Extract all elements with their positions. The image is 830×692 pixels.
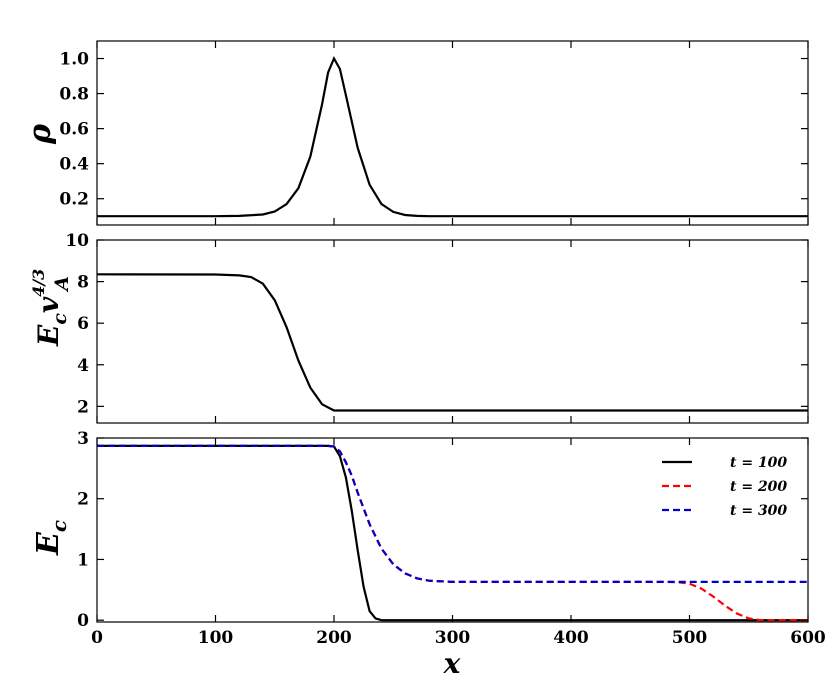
y-tick-label: 2	[77, 490, 89, 510]
series-line-0-0	[97, 56, 808, 218]
panel-ec-va: 2 4 6 8 10	[65, 231, 809, 424]
legend-label: t = 200	[730, 479, 787, 495]
x-tick-label: 500	[672, 628, 708, 648]
ylabel-e: E	[32, 324, 65, 347]
series-line-t-100	[97, 444, 808, 622]
ylabel-c: c	[49, 313, 71, 325]
x-tick-label: 400	[553, 628, 589, 648]
y-tick-label: 0.4	[59, 155, 89, 175]
legend-label: t = 300	[730, 503, 787, 519]
y-tick-label: 3	[77, 429, 89, 449]
y-tick-label: 0.2	[59, 190, 89, 210]
y-axis-label-rho: ρ	[23, 123, 58, 145]
y-tick-label: 10	[65, 231, 89, 251]
series-line-t-200	[97, 444, 808, 622]
y-tick-label: 1	[77, 550, 89, 570]
series-line-1-0	[96, 273, 808, 412]
y-tick-label: 0.8	[59, 85, 89, 105]
legend-label: t = 100	[730, 455, 787, 471]
y-tick-label: 6	[77, 314, 89, 334]
ylabel-c: c	[47, 520, 71, 532]
y-tick-label: 1.0	[59, 50, 89, 70]
ylabel-e: E	[31, 531, 66, 556]
series-line-t-300	[97, 444, 808, 583]
y-tick-label: 2	[77, 397, 89, 417]
ylabel-a: A	[51, 276, 73, 293]
plot-frame	[96, 239, 809, 424]
y-tick-label: 0.6	[59, 120, 89, 140]
ylabel-v: v	[32, 296, 65, 313]
legend: t = 100 t = 200 t = 300	[662, 455, 787, 519]
y-axis-label-ec: Ec	[31, 520, 71, 556]
x-tick-label: 600	[790, 628, 826, 648]
y-tick-label: 0	[77, 611, 89, 631]
y-tick-label: 4	[77, 356, 89, 376]
x-tick-label: 0	[91, 628, 103, 648]
y-axis-label-ec-va: Ecv4/3 A	[29, 269, 73, 347]
ylabel-43: 4/3	[29, 269, 48, 297]
x-tick-label: 300	[435, 628, 471, 648]
panel-rho: 0.2 0.4 0.6 0.8 1.0	[59, 40, 809, 226]
plot-frame	[96, 437, 809, 623]
plot-frame	[96, 40, 809, 226]
x-axis-label: x	[443, 647, 461, 680]
x-tick-label: 200	[316, 628, 352, 648]
x-tick-label: 100	[198, 628, 234, 648]
y-tick-label: 8	[77, 273, 89, 293]
